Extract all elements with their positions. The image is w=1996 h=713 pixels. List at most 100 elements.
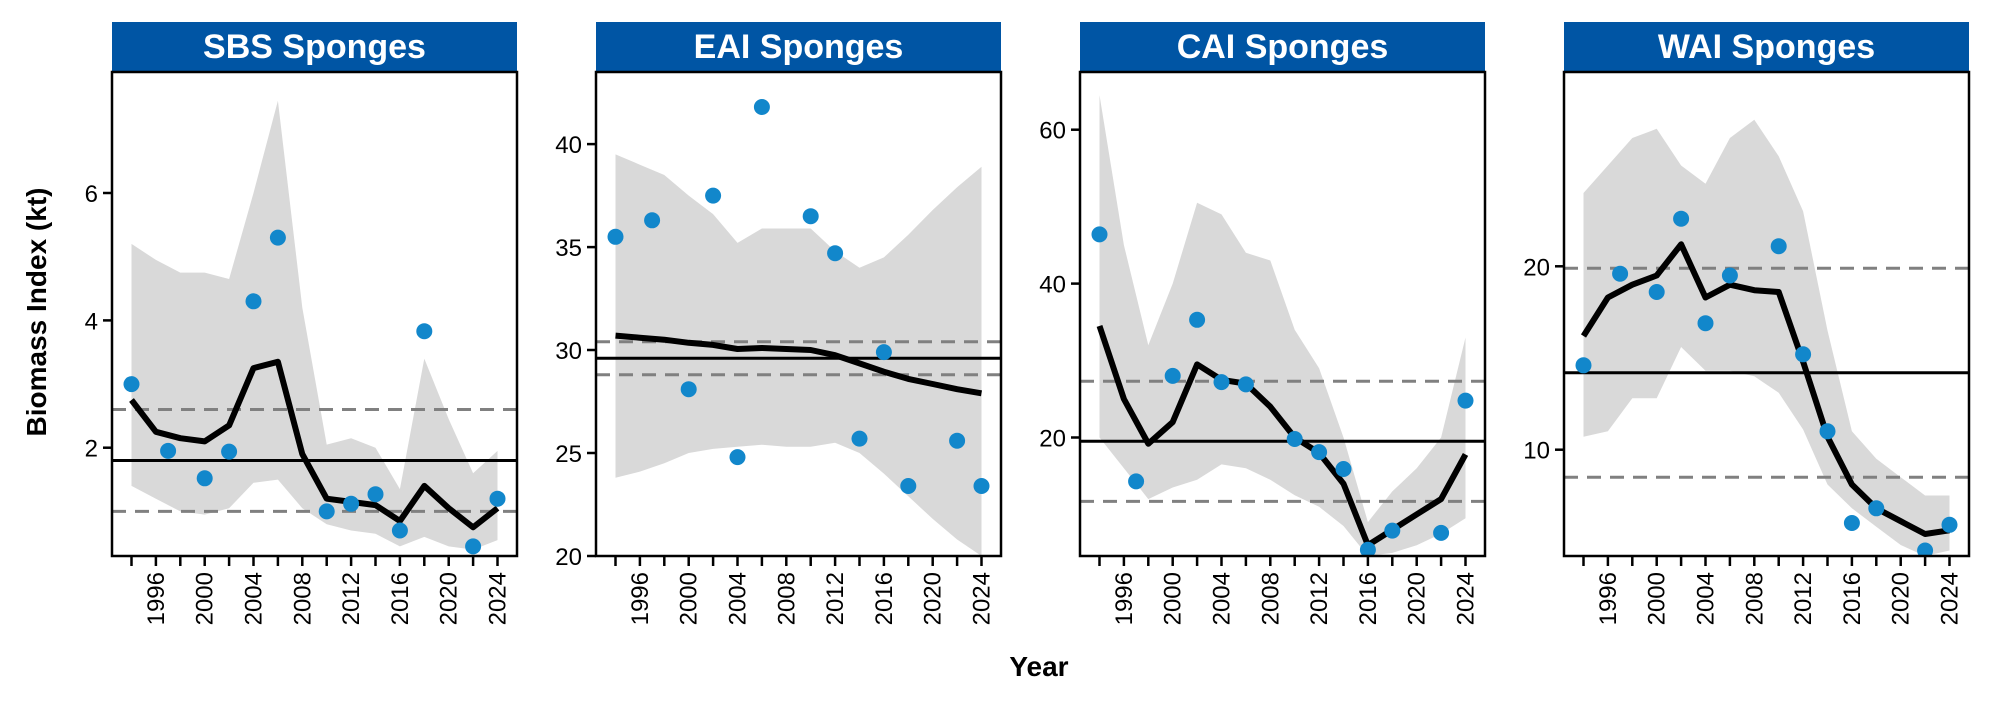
data-point [391, 522, 408, 539]
y-tick-label: 6 [85, 181, 98, 208]
y-tick-label: 20 [555, 544, 582, 571]
x-tick-label: 2016 [1355, 572, 1382, 625]
data-point [1612, 265, 1629, 282]
trend-line [615, 332, 982, 397]
x-tick-label: 2020 [436, 572, 463, 625]
panel-title: CAI Sponges [1177, 28, 1389, 66]
data-point [1770, 238, 1787, 255]
data-point [1868, 500, 1885, 517]
data-point [1433, 524, 1450, 541]
data-point [1819, 423, 1836, 440]
data-point [196, 470, 213, 487]
x-tick-label: 1996 [1111, 572, 1138, 625]
x-tick-label: 2000 [676, 572, 703, 625]
data-point [1128, 473, 1145, 490]
data-point [343, 495, 360, 512]
x-tick-label: 2008 [1257, 572, 1284, 625]
x-tick-label: 2016 [871, 572, 898, 625]
data-point [416, 323, 433, 340]
data-point [1917, 542, 1934, 556]
x-tick-label: 2016 [1839, 572, 1866, 625]
data-point [1286, 431, 1303, 447]
x-tick-label: 2020 [1888, 572, 1915, 625]
x-tick-label: 2008 [289, 572, 316, 625]
confidence-ribbon [131, 100, 498, 550]
x-tick-label: 2024 [1453, 572, 1480, 625]
x-tick-label: 2004 [725, 572, 752, 625]
x-tick-label: 2016 [387, 572, 414, 625]
data-point [1189, 311, 1206, 328]
data-point [644, 212, 661, 229]
confidence-ribbon [615, 154, 982, 556]
data-point [753, 99, 770, 115]
y-tick-label: 30 [555, 338, 582, 365]
data-point [1335, 461, 1352, 477]
data-point [1311, 444, 1328, 461]
data-point [949, 432, 966, 449]
trend-line [1580, 241, 1950, 537]
panel-strip [112, 22, 517, 72]
data-point [705, 187, 722, 204]
panel-border [110, 70, 519, 558]
panel-1: SBS Sponges 2 4 6 1996 2000 2004 2008 2012 2016 20… [85, 22, 519, 625]
x-tick-label: 2004 [1693, 572, 1720, 625]
data-point [1721, 267, 1738, 284]
data-point [1213, 374, 1230, 391]
panel-plot-area [112, 100, 517, 555]
y-tick-label: 4 [85, 308, 98, 335]
data-point [1648, 284, 1665, 300]
data-point [1575, 357, 1592, 374]
x-tick-label: 2012 [1790, 572, 1817, 625]
panel-3: CAI Sponges 20 40 60 1996 2000 2004 2008 2012 201… [1039, 22, 1487, 625]
data-point [851, 430, 868, 447]
x-tick-label: 2000 [192, 572, 219, 625]
x-tick-label: 2024 [1937, 572, 1964, 625]
data-point [1457, 392, 1474, 409]
data-point [607, 228, 624, 245]
panel-strip [1564, 22, 1969, 72]
data-point [367, 486, 384, 503]
data-point [318, 503, 335, 520]
data-point [827, 245, 844, 262]
panel-plot-area [1080, 95, 1485, 556]
data-point [245, 293, 262, 310]
y-tick-label: 10 [1523, 438, 1550, 465]
data-point [1237, 376, 1254, 393]
panel-border [594, 70, 1003, 558]
x-tick-label: 1996 [143, 572, 170, 625]
x-tick-label: 2008 [1741, 572, 1768, 625]
y-tick-label: 25 [555, 441, 582, 468]
data-point [123, 376, 140, 393]
data-point [973, 478, 990, 494]
data-point [802, 208, 819, 225]
x-tick-label: 2004 [241, 572, 268, 625]
y-tick-label: 2 [85, 436, 98, 463]
x-tick-label: 2012 [822, 572, 849, 625]
data-point [221, 443, 238, 460]
data-point [1843, 515, 1860, 531]
panel-strip [1080, 22, 1485, 72]
panel-strip [596, 22, 1001, 72]
panel-plot-area [596, 99, 1001, 556]
data-point [489, 490, 506, 507]
data-point [1091, 226, 1108, 243]
x-tick-label: 2012 [1306, 572, 1333, 625]
y-tick-label: 20 [1523, 254, 1550, 281]
x-tick-label: 2004 [1209, 572, 1236, 625]
data-point [680, 381, 697, 398]
x-tick-label: 2012 [338, 572, 365, 625]
data-point [160, 442, 177, 459]
confidence-ribbon [1583, 119, 1950, 556]
x-tick-label: 2020 [920, 572, 947, 625]
data-point [1941, 516, 1958, 533]
data-point [1697, 315, 1714, 332]
trend-line [1096, 324, 1469, 549]
y-axis-title: Biomass Index (kt) [21, 188, 52, 437]
x-tick-label: 2020 [1404, 572, 1431, 625]
confidence-ribbon [1099, 95, 1466, 556]
panel-border [1078, 70, 1487, 558]
y-tick-label: 35 [555, 235, 582, 262]
data-point [1384, 522, 1401, 539]
